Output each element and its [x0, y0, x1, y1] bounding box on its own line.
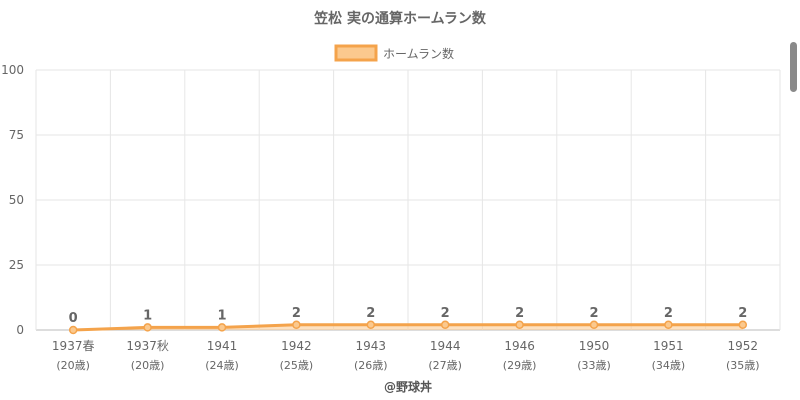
x-axis: 1937春 (20歳) 1937秋 (20歳) 1941 (24歳) 1942 (25歳) 19… — [52, 339, 760, 372]
data-point — [664, 320, 673, 330]
x-tick-age: (35歳) — [726, 359, 760, 372]
x-tick-label: 1941 — [207, 339, 238, 353]
data-label: 2 — [589, 306, 598, 321]
x-tick-label: 1943 — [356, 339, 387, 353]
chart-title: 笠松 実の通算ホームラン数 — [313, 10, 487, 27]
x-tick-age: (27歳) — [428, 359, 462, 372]
y-tick-label: 75 — [9, 128, 24, 142]
x-tick-label: 1951 — [653, 339, 684, 353]
x-tick-age: (24歳) — [205, 359, 239, 372]
x-tick-label: 1942 — [281, 339, 312, 353]
data-point — [217, 323, 227, 332]
x-tick-label: 1937秋 — [126, 339, 169, 353]
x-tick-age: (20歳) — [56, 359, 90, 372]
data-point — [366, 320, 376, 330]
data-point — [515, 320, 524, 330]
data-label: 2 — [664, 306, 673, 321]
data-point — [440, 320, 450, 330]
data-labels: 0 1 1 2 2 2 2 2 2 2 — [69, 306, 748, 326]
data-label: 1 — [217, 308, 226, 323]
series-line — [73, 323, 743, 332]
y-tick-label: 0 — [16, 323, 24, 337]
data-label: 2 — [292, 306, 301, 321]
y-axis: 0 25 50 75 100 — [1, 63, 24, 337]
data-point — [143, 323, 152, 332]
x-tick-age: (26歳) — [354, 359, 388, 372]
series-homeruns — [68, 320, 748, 335]
x-tick-age: (25歳) — [280, 359, 314, 372]
x-tick-age: (29歳) — [503, 359, 537, 372]
x-tick-label: 1952 — [728, 339, 759, 353]
data-label: 0 — [69, 311, 78, 326]
data-label: 1 — [143, 308, 152, 323]
data-point — [292, 320, 301, 330]
scrollbar-thumb[interactable] — [790, 42, 797, 92]
y-tick-label: 100 — [1, 63, 24, 77]
x-tick-label: 1944 — [430, 339, 461, 353]
y-tick-label: 25 — [9, 258, 24, 272]
x-tick-label: 1946 — [504, 339, 535, 353]
legend[interactable]: ホームラン数 — [334, 44, 454, 62]
grid — [35, 69, 781, 331]
x-tick-label: 1937春 — [52, 339, 95, 353]
legend-swatch — [334, 44, 378, 62]
data-label: 2 — [738, 306, 747, 321]
x-tick-age: (33歳) — [577, 359, 611, 372]
x-tick-age: (20歳) — [131, 359, 165, 372]
data-label: 2 — [441, 306, 450, 321]
y-tick-label: 50 — [9, 193, 24, 207]
data-point — [589, 320, 599, 330]
x-tick-label: 1950 — [579, 339, 610, 353]
x-tick-age: (34歳) — [652, 359, 686, 372]
data-label: 2 — [515, 306, 524, 321]
source-credit: @野球丼 — [384, 379, 432, 394]
data-point — [68, 325, 78, 335]
data-label: 2 — [366, 306, 375, 321]
data-point — [738, 320, 748, 330]
legend-label: ホームラン数 — [383, 46, 454, 61]
